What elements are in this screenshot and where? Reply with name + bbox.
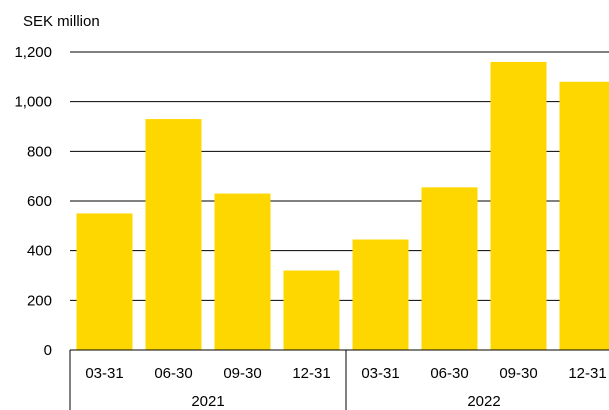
bar — [145, 119, 202, 350]
bar — [490, 61, 547, 350]
bars — [76, 61, 609, 351]
y-tick-label: 1,000 — [14, 94, 52, 111]
x-tick-label: 03-31 — [85, 365, 123, 382]
x-tick-label: 12-31 — [568, 365, 606, 382]
bar — [214, 193, 271, 350]
x-tick-label: 09-30 — [223, 365, 261, 382]
y-axis-unit-label: SEK million — [23, 13, 100, 30]
y-tick-label: 200 — [27, 292, 52, 309]
x-group-label: 2021 — [191, 393, 224, 410]
x-tick-label: 09-30 — [499, 365, 537, 382]
x-tick-label: 03-31 — [361, 365, 399, 382]
x-axis: 03-31 06-30 09-30 12-31 03-31 06-30 09-30 12-31… — [69, 349, 609, 410]
x-tick-label: 06-30 — [154, 365, 192, 382]
bar — [352, 239, 409, 350]
x-tick-label: 06-30 — [430, 365, 468, 382]
y-tick-label: 0 — [44, 342, 52, 359]
y-tick-label: 400 — [27, 243, 52, 260]
bar — [421, 187, 478, 350]
bar — [283, 270, 340, 350]
y-tick-label: 600 — [27, 193, 52, 210]
x-group-label: 2022 — [467, 393, 500, 410]
bar — [76, 213, 133, 350]
y-axis-ticks: 0 200 400 600 800 1,000 1,200 — [14, 44, 52, 359]
y-tick-label: 800 — [27, 143, 52, 160]
bar — [559, 81, 609, 351]
y-tick-label: 1,200 — [14, 44, 52, 61]
x-tick-label: 12-31 — [292, 365, 330, 382]
